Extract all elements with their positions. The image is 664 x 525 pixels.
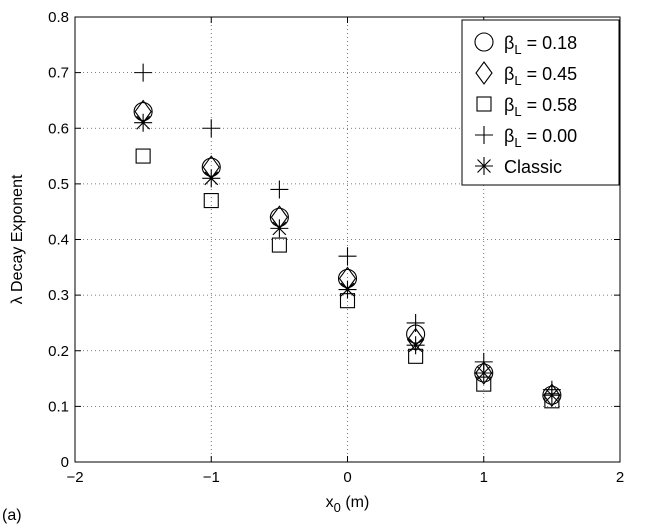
- y-tick-label: 0.4: [48, 232, 69, 249]
- data-point-plus: [134, 63, 153, 82]
- x-tick-label: 1: [480, 469, 488, 486]
- data-point-diamond: [475, 361, 493, 385]
- axis-ticks: −2 −1 0 1 2 0 0.1 0.2 0.3 0.4 0.5 0.6 0.7 0.8: [48, 9, 624, 486]
- y-tick-label: 0.8: [48, 9, 69, 26]
- panel-label: (a): [2, 507, 22, 524]
- legend-value: = 0.58: [522, 95, 578, 115]
- legend-marker-square: [476, 96, 492, 112]
- legend-marker-diamond: [475, 61, 493, 85]
- data-point-star: [202, 169, 221, 188]
- data-point-star: [474, 364, 493, 382]
- legend-subscript: L: [514, 104, 521, 119]
- legend-beta: β: [504, 126, 514, 146]
- x-axis-label: x0 (m): [326, 494, 370, 515]
- legend-marker-star: [475, 157, 493, 175]
- x-tick-label: −2: [66, 469, 83, 486]
- data-point-star: [134, 113, 153, 132]
- legend-entry: βL = 0.18: [504, 33, 577, 57]
- data-point-square: [203, 193, 219, 209]
- y-tick-label: 0.1: [48, 398, 69, 415]
- legend-entry: Classic: [504, 157, 562, 177]
- legend-value: = 0.00: [522, 126, 578, 146]
- legend-subscript: L: [514, 135, 521, 150]
- data-point-star: [542, 386, 561, 405]
- data-point-square: [271, 237, 287, 253]
- y-tick-label: 0.7: [48, 65, 69, 82]
- legend-entry: βL = 0.00: [504, 126, 577, 150]
- legend-entry: βL = 0.45: [504, 64, 577, 88]
- legend-entry: βL = 0.58: [504, 95, 577, 119]
- legend-value: = 0.18: [522, 33, 578, 53]
- x-axis-label-main: x: [326, 494, 334, 511]
- y-tick-label: 0.3: [48, 287, 69, 304]
- legend-beta: β: [504, 64, 514, 84]
- y-tick-label: 0: [61, 454, 69, 471]
- y-tick-label: 0.2: [48, 343, 69, 360]
- y-axis-label: λ Decay Exponent: [9, 174, 26, 304]
- series-star: [134, 113, 561, 405]
- data-point-star: [406, 336, 425, 355]
- legend-marker-plus: [475, 126, 493, 144]
- data-point-plus: [270, 180, 289, 199]
- x-tick-label: −1: [203, 469, 220, 486]
- legend-value: = 0.45: [522, 64, 578, 84]
- x-tick-label: 2: [616, 469, 624, 486]
- data-marks: [133, 63, 562, 409]
- legend-subscript: L: [514, 73, 521, 88]
- data-point-plus: [406, 313, 425, 332]
- y-tick-label: 0.6: [48, 120, 69, 137]
- data-point-star: [338, 280, 357, 299]
- data-point-diamond: [543, 383, 561, 408]
- y-tick-label: 0.5: [48, 176, 69, 193]
- x-axis-label-sub: 0: [334, 500, 341, 515]
- legend-beta: β: [504, 33, 514, 53]
- data-point-plus: [338, 247, 357, 266]
- legend-marker-circle: [474, 32, 494, 52]
- data-point-square: [135, 148, 151, 164]
- legend-beta: β: [504, 95, 514, 115]
- legend-subscript: L: [514, 42, 521, 57]
- legend-box: [461, 19, 620, 186]
- data-point-star: [270, 219, 289, 238]
- x-tick-label: 0: [343, 469, 351, 486]
- x-axis-label-unit: (m): [341, 494, 369, 511]
- data-point-plus: [202, 119, 221, 138]
